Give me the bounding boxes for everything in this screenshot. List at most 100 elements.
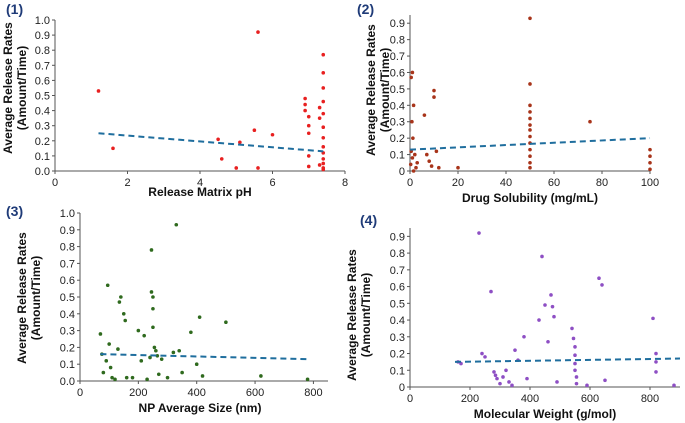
panel-2-data-point — [528, 16, 532, 21]
panel-2-ylabel-line2: (Amount/Time) — [378, 48, 392, 132]
panel-4-data-point — [600, 283, 604, 287]
panel-3-data-point — [148, 355, 152, 360]
panel-2-xtick-label: 60 — [548, 177, 560, 189]
panel-1-data-point — [321, 167, 326, 172]
panel-3-data-point — [152, 345, 157, 350]
panel-4-marks: 0 0.1 0.2 0.3 0.4 0.5 0.6 0.7 0.8 0.9 0 200 400 600 80… — [390, 231, 681, 405]
panel-3-ylabel-line2: (Amount/Time) — [29, 256, 43, 340]
panel-2-data-point — [528, 123, 532, 127]
panel-1-data-point — [219, 157, 224, 161]
panel-2-ytick-label: 0.2 — [390, 133, 405, 145]
panel-1-data-point — [321, 52, 326, 57]
panel-4-ylabel-line1: Average Release Rates — [345, 249, 359, 381]
panel-3-xtick-label: 400 — [188, 387, 206, 399]
panel-2-data-point — [648, 147, 652, 152]
panel-3-data-point — [145, 377, 149, 382]
panel-3-xlabel: NP Average Size (nm) — [139, 401, 262, 415]
panel-2-ytick-label: 0.4 — [390, 100, 405, 112]
panel-4-data-point — [501, 375, 505, 379]
panel-3-data-point — [174, 222, 179, 227]
panel-2-data-point — [528, 103, 532, 108]
panel-2-data-point — [456, 165, 460, 170]
panel-1-trend-line — [98, 132, 324, 153]
panel-4-data-point — [492, 370, 496, 374]
panel-3-ytick-label: 0.9 — [60, 225, 75, 237]
panel-4-data-point — [654, 351, 658, 356]
panel-3: (3) Average Release Rates (Amount/Time) … — [6, 203, 328, 415]
panel-3-data-point — [149, 248, 154, 252]
panel-4-ytick-label: 0.8 — [390, 248, 405, 260]
panel-3-xtick-label: 600 — [246, 387, 264, 399]
panel-4-xlabel: Molecular Weight (g/mol) — [474, 407, 616, 421]
panel-3-ytick-label: 0.8 — [60, 242, 75, 254]
panel-1-ytick-label: 0.7 — [35, 60, 50, 72]
panel-1-data-point — [321, 157, 326, 161]
panel-2-ytick-label: 0.5 — [390, 84, 405, 96]
panel-2-data-point — [528, 116, 532, 121]
panel-1-data-point — [256, 30, 260, 34]
panel-4-data-point — [672, 383, 676, 388]
panel-3-data-point — [197, 315, 202, 319]
panel-4-data-point — [495, 376, 499, 381]
panel-1-ytick-label: 0.3 — [35, 121, 50, 133]
panel-1-data-point — [321, 71, 326, 75]
panel-3-data-point — [130, 375, 135, 380]
panel-1-data-point — [321, 161, 326, 166]
panel-3-data-point — [156, 372, 161, 377]
panel-3-data-point — [151, 325, 155, 330]
panel-2-marks: 0 0.1 0.2 0.3 0.4 0.5 0.6 0.7 0.8 0.9 0 20 40 60 80 100 — [390, 16, 659, 189]
panel-1-data-point — [216, 137, 220, 142]
panel-2-data-point — [408, 162, 413, 167]
panel-3-data-point — [194, 362, 199, 367]
panel-1-ytick-label: 0.2 — [35, 136, 50, 148]
panel-4-data-point — [552, 314, 556, 319]
panel-3-data-point — [113, 377, 117, 382]
panel-3-data-point — [149, 290, 154, 294]
panel-1-marks: 0.0 0.1 0.2 0.3 0.4 0.5 0.6 0.7 0.8 0.9 1.0 0 2 4 6 8 — [35, 15, 348, 189]
panel-3-ytick-label: 0.5 — [60, 292, 75, 304]
panel-2-data-point — [415, 160, 420, 165]
panel-1-data-point — [306, 131, 311, 136]
panel-1-xlabel: Release Matrix pH — [148, 185, 251, 199]
panel-3-ytick-label: 0.2 — [60, 342, 75, 354]
panel-1-data-point — [321, 86, 326, 90]
panel-4-data-point — [573, 361, 577, 366]
panel-2-data-point — [528, 147, 532, 152]
panel-1-ytick-label: 0.6 — [35, 75, 50, 87]
panel-3-data-point — [159, 357, 164, 361]
panel-1-data-point — [303, 108, 307, 113]
panel-3-ytick-label: 0.7 — [60, 258, 75, 270]
panel-3-ytick-label: 0.0 — [60, 376, 75, 388]
panel-3-label: (3) — [6, 203, 23, 219]
panel-3-data-point — [189, 330, 193, 335]
panel-1-data-point — [270, 132, 275, 137]
panel-1-data-point — [303, 102, 307, 107]
panel-1-data-point — [317, 116, 322, 120]
panel-4-data-point — [555, 380, 559, 384]
panel-4-ytick-label: 0.5 — [390, 298, 405, 310]
panel-4-data-point — [522, 334, 526, 339]
panel-4-data-point — [651, 316, 655, 321]
panel-1-ytick-label: 0.8 — [35, 45, 50, 57]
panel-3-data-point — [139, 359, 144, 363]
panel-4-data-point — [507, 380, 511, 384]
panel-1-xtick-label: 4 — [197, 177, 203, 189]
panel-1-data-point — [234, 166, 239, 170]
panel-3-data-point — [165, 375, 170, 380]
panel-3-ytick-label: 0.4 — [60, 309, 75, 321]
panel-4-data-point — [549, 293, 553, 297]
panel-4-ytick-label: 0.2 — [390, 349, 405, 361]
panel-4-data-point — [574, 381, 579, 386]
panel-2-data-point — [528, 128, 532, 132]
panel-3-data-point — [107, 342, 111, 346]
panel-2-ytick-label: 0.6 — [390, 67, 405, 79]
panel-1-data-point — [317, 163, 322, 167]
panel-3-data-point — [121, 312, 126, 316]
panel-2-data-point — [528, 154, 532, 159]
panel-2-data-point — [528, 82, 532, 86]
panel-4-data-point — [571, 336, 576, 341]
panel-3-ytick-label: 0.6 — [60, 275, 75, 287]
panel-3-data-point — [154, 348, 158, 353]
panel-3-data-point — [124, 375, 129, 380]
panel-2-data-point — [411, 103, 416, 108]
